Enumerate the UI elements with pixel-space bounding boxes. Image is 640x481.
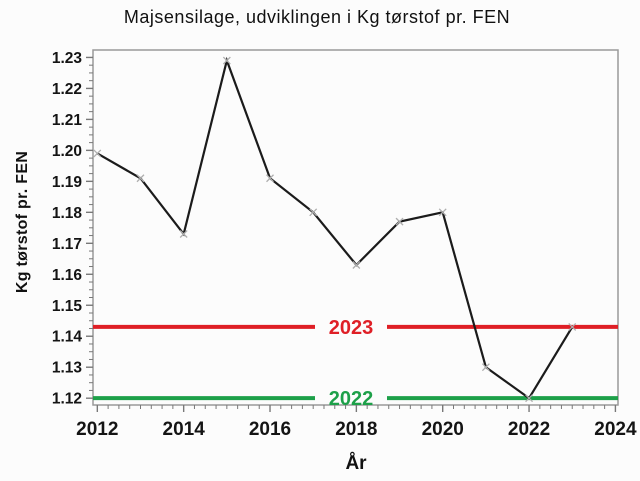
data-series-line xyxy=(96,56,574,400)
y-axis-tick-label: 1.22 xyxy=(52,81,82,98)
data-point-marker xyxy=(568,322,577,331)
x-axis-tick-label: 2014 xyxy=(163,419,206,440)
y-axis-tick-label: 1.14 xyxy=(52,329,83,346)
y-axis-tick-label: 1.16 xyxy=(52,267,83,284)
data-point-marker xyxy=(266,174,274,183)
reference-line-label-2022: 2022 xyxy=(329,388,374,410)
x-axis-tick-label: 2018 xyxy=(335,419,377,440)
x-axis-tick-label: 2012 xyxy=(76,419,118,440)
plot-area: 1.12 1.13 1.14 1.15 1.16 1.17 1.18 1.19 1.20 1.21… xyxy=(52,49,637,440)
data-point-marker xyxy=(179,230,188,238)
y-axis-tick-label: 1.23 xyxy=(52,50,83,67)
reference-line-label-2023: 2023 xyxy=(329,317,374,339)
y-axis-tick-label: 1.18 xyxy=(52,205,83,222)
x-axis-tick-label: 2016 xyxy=(249,419,291,440)
data-point-marker xyxy=(481,363,490,372)
y-axis-tick-label: 1.21 xyxy=(52,112,83,129)
x-axis-tick-label: 2022 xyxy=(508,419,550,440)
y-axis-title: Kg tørstof pr. FEN xyxy=(14,151,31,293)
data-point-marker xyxy=(438,208,447,217)
y-axis-tick-label: 1.15 xyxy=(52,298,83,315)
x-axis-tick-label: 2024 xyxy=(594,419,637,440)
plot-frame xyxy=(92,49,619,406)
y-axis-tick-label: 1.20 xyxy=(52,143,82,160)
data-point-marker xyxy=(222,56,231,65)
chart-title: Majsensilage, udviklingen i Kg tørstof p… xyxy=(124,7,510,27)
y-axis-tick-label: 1.19 xyxy=(52,174,83,191)
data-point-marker xyxy=(309,208,318,217)
data-point-marker xyxy=(525,394,534,403)
data-point-marker xyxy=(395,217,404,226)
x-axis-title: År xyxy=(345,453,367,474)
y-axis-tick-label: 1.13 xyxy=(52,360,83,377)
y-axis-tick-label: 1.12 xyxy=(52,391,82,408)
x-axis-tick-label: 2020 xyxy=(422,419,464,440)
data-point-marker xyxy=(136,174,145,183)
data-point-marker xyxy=(93,149,102,158)
y-axis-tick-label: 1.17 xyxy=(52,236,82,253)
data-point-marker xyxy=(352,261,361,269)
